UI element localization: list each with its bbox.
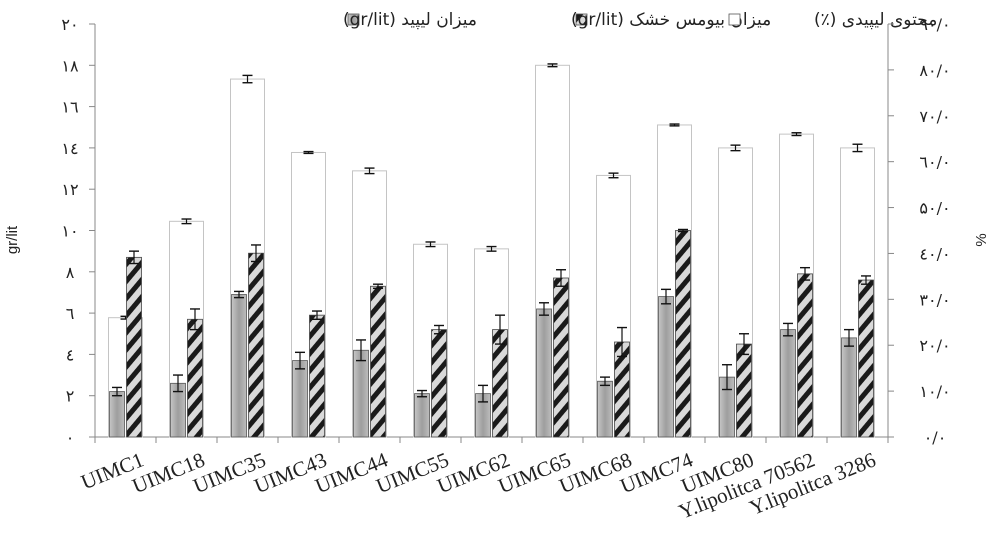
legend-label-lipid: میزان لیپید (gr/lit) <box>343 10 477 30</box>
right-tick-label: ۷۰/۰ <box>919 107 950 126</box>
bar-biomass <box>248 252 264 438</box>
legend-item-lipid: میزان لیپید (gr/lit) <box>343 10 477 30</box>
bar-biomass <box>187 318 203 438</box>
right-tick-label: ٤۰/۰ <box>919 244 950 263</box>
bar-lipid <box>231 294 247 438</box>
right-tick-label: ۸۰/۰ <box>919 61 950 80</box>
plot-area: ۰ ۲ ٤ ٦ ۸ ۱۰ ۱۲ ۱٤ ۱٦ ۱۸ ۲۰ ۰/۰ ۱۰/۰ ۲۰/۰ ۳۰/۰ ٤۰/۰ ۵۰/۰… <box>61 15 950 524</box>
bar-lipid <box>780 329 796 438</box>
bar-biomass <box>858 279 874 438</box>
left-tick-label: ٤ <box>66 345 75 364</box>
right-tick-label: ۰/۰ <box>924 428 947 447</box>
left-tick-label: ۸ <box>66 263 75 282</box>
bar-biomass <box>553 277 569 438</box>
bar-lipid <box>597 380 613 438</box>
legend-label-biomass: میزان بیومس خشک (gr/lit) <box>571 10 771 30</box>
bar-biomass <box>675 230 691 438</box>
bar-biomass <box>797 273 813 438</box>
right-tick-label: ۹۰/۰ <box>919 15 950 34</box>
bar-lipid <box>658 296 674 438</box>
bar-lipid <box>841 337 857 438</box>
left-tick-label: ۱٦ <box>61 98 78 117</box>
right-tick-label: ۱۰/۰ <box>919 382 950 401</box>
bar-biomass <box>126 256 142 438</box>
left-tick-label: ۱۸ <box>61 56 79 75</box>
bar-lipid <box>109 391 125 438</box>
left-tick-label: ۲۰ <box>61 15 78 34</box>
bar-biomass <box>431 329 447 438</box>
left-tick-label: ۱۰ <box>61 222 78 241</box>
bar-biomass <box>492 329 508 438</box>
bar-biomass <box>370 285 386 438</box>
left-axis-label: gr/lit <box>4 225 21 254</box>
bar-lipid <box>536 308 552 438</box>
right-tick-label: ۲۰/۰ <box>919 336 950 355</box>
left-tick-label: ۲ <box>66 387 75 406</box>
bar-lipid <box>414 393 430 438</box>
left-tick-label: ۰ <box>66 428 75 447</box>
legend-swatch-content <box>728 13 741 26</box>
legend-item-biomass: میزان بیومس خشک (gr/lit) <box>571 10 771 30</box>
legend-label-content: محتوی لیپیدی (٪) <box>814 10 937 30</box>
right-tick-label: ٦۰/۰ <box>919 153 950 172</box>
legend: میزان لیپید (gr/lit) میزان بیومس خشک (gr… <box>343 10 937 30</box>
left-tick-label: ۱۲ <box>61 180 78 199</box>
legend-item-content: محتوی لیپیدی (٪) <box>728 10 937 30</box>
bar-lipid <box>292 360 308 438</box>
right-tick-label: ۳۰/۰ <box>919 290 950 309</box>
legend-swatch-lipid <box>347 13 360 26</box>
right-tick-label: ۵۰/۰ <box>919 199 950 218</box>
right-axis-label: % <box>973 233 990 246</box>
bar-biomass <box>309 314 325 438</box>
left-tick-label: ٦ <box>66 304 75 323</box>
legend-swatch-biomass <box>575 13 588 26</box>
bar-biomass <box>736 343 752 438</box>
bar-lipid <box>353 349 369 438</box>
left-tick-label: ۱٤ <box>61 139 78 158</box>
